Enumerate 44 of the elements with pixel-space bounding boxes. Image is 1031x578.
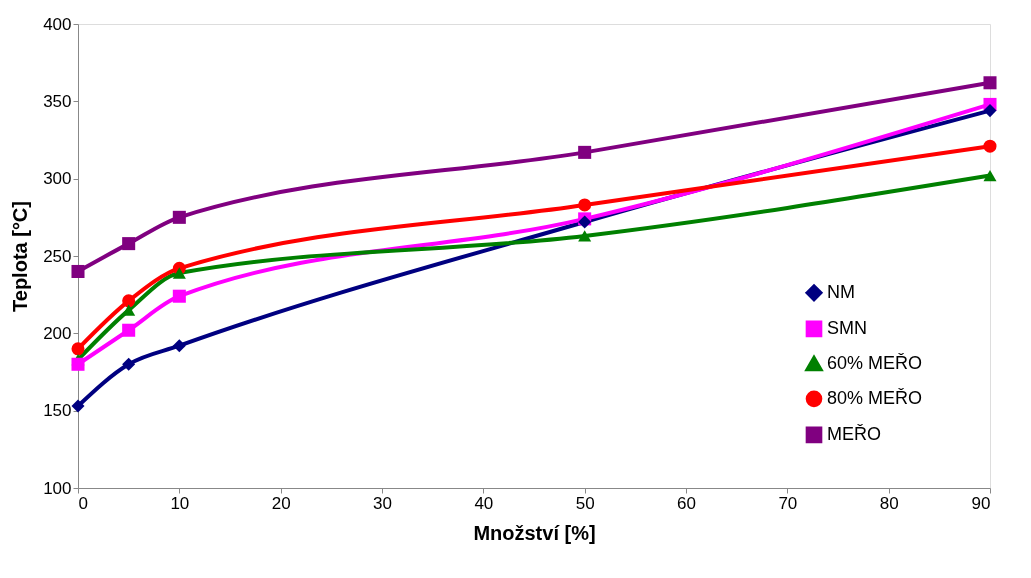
y-tick-label: 350 — [43, 91, 72, 111]
point — [122, 323, 136, 337]
x-tick-label: 10 — [170, 493, 190, 513]
x-tick-label: 20 — [271, 493, 291, 513]
y-tick-label: 150 — [43, 401, 72, 421]
point — [71, 357, 85, 371]
legend-label: 60% MEŘO — [827, 352, 923, 373]
point — [122, 357, 136, 371]
point — [578, 230, 592, 242]
point — [122, 304, 136, 316]
x-tick-label: 80 — [879, 493, 899, 513]
point — [122, 294, 136, 308]
x-axis-title: Množství [%] — [473, 521, 596, 544]
x-tick-label: 60 — [677, 493, 696, 513]
point — [71, 264, 85, 278]
point — [172, 339, 186, 353]
point — [172, 267, 186, 279]
x-tick-label: 30 — [373, 493, 392, 513]
y-tick-label: 100 — [43, 478, 72, 498]
legend-label: MEŘO — [827, 423, 881, 444]
point — [71, 342, 85, 356]
x-tick-label: 90 — [971, 493, 991, 513]
point — [983, 139, 997, 153]
point — [983, 76, 997, 90]
point — [122, 237, 136, 251]
y-tick-label: 300 — [43, 169, 72, 189]
point — [983, 169, 997, 182]
point — [71, 399, 85, 413]
legend-label: NM — [827, 281, 855, 302]
point — [172, 289, 186, 303]
y-axis-title: Teplota [°C] — [9, 201, 32, 312]
y-tick-label: 400 — [43, 14, 72, 34]
legend-label: 80% MEŘO — [827, 387, 923, 408]
point — [172, 210, 186, 224]
x-tick-label: 50 — [575, 493, 595, 513]
point — [983, 104, 997, 118]
y-tick-label: 250 — [43, 246, 72, 266]
x-tick-label: 0 — [78, 493, 88, 513]
point — [578, 198, 592, 212]
x-tick-label: 70 — [778, 493, 798, 513]
legend-label: SMN — [827, 317, 867, 338]
x-tick-label: 40 — [474, 493, 494, 513]
y-tick-label: 200 — [43, 323, 72, 343]
point — [578, 145, 592, 159]
